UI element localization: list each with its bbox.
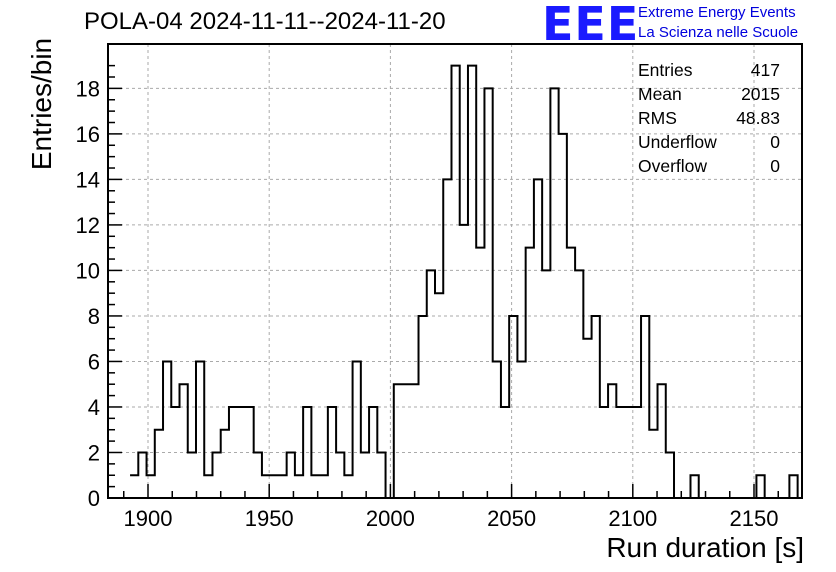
y-axis-label: Entries/bin — [26, 37, 57, 171]
y-tick-label: 4 — [88, 395, 100, 420]
y-tick-label: 8 — [88, 304, 100, 329]
histogram-series — [130, 64, 802, 499]
y-tick-label: 16 — [76, 122, 100, 147]
y-tick-label: 14 — [76, 167, 100, 192]
stats-value: 0 — [770, 156, 780, 176]
y-tick-label: 10 — [76, 258, 100, 283]
y-tick-label: 2 — [88, 440, 100, 465]
y-tick-label: 18 — [76, 76, 100, 101]
chart-title: POLA-04 2024-11-11--2024-11-20 — [84, 8, 446, 35]
stats-value: 417 — [750, 60, 780, 80]
stats-label: Overflow — [638, 156, 708, 176]
stats-label: Mean — [638, 84, 682, 104]
stats-value: 2015 — [741, 84, 780, 104]
x-tick-label: 2050 — [487, 506, 536, 531]
stats-box: Entries 417 Mean 2015 RMS 48.83 Underflo… — [638, 58, 780, 178]
x-tick-label: 2150 — [730, 506, 779, 531]
x-tick-label: 1900 — [124, 506, 173, 531]
grid-lines — [108, 44, 802, 498]
logo-line-1: Extreme Energy Events — [638, 4, 796, 21]
stats-label: RMS — [638, 108, 677, 128]
y-tick-label: 6 — [88, 349, 100, 374]
logo-line-2: La Scienza nelle Scuole — [638, 24, 799, 41]
eee-logo: EEE — [542, 0, 640, 51]
stats-value: 48.83 — [736, 108, 780, 128]
x-tick-label: 2000 — [366, 506, 415, 531]
stats-value: 0 — [770, 132, 780, 152]
stats-label: Underflow — [638, 132, 717, 152]
stats-row-underflow: Underflow 0 — [638, 130, 780, 154]
y-tick-label: 12 — [76, 213, 100, 238]
x-axis-label: Run duration [s] — [606, 532, 804, 563]
stats-row-overflow: Overflow 0 — [638, 154, 780, 178]
stats-label: Entries — [638, 60, 693, 80]
stats-row-rms: RMS 48.83 — [638, 106, 780, 130]
stats-row-mean: Mean 2015 — [638, 82, 780, 106]
y-axis-ticks: 0 2 4 6 8 10 12 14 16 18 — [76, 64, 122, 511]
stats-row-entries: Entries 417 — [638, 58, 780, 82]
y-tick-label: 0 — [88, 486, 100, 511]
x-tick-label: 1950 — [245, 506, 294, 531]
x-axis-ticks: 1900 1950 2000 2050 2100 2150 — [123, 484, 779, 531]
x-tick-label: 2100 — [608, 506, 657, 531]
